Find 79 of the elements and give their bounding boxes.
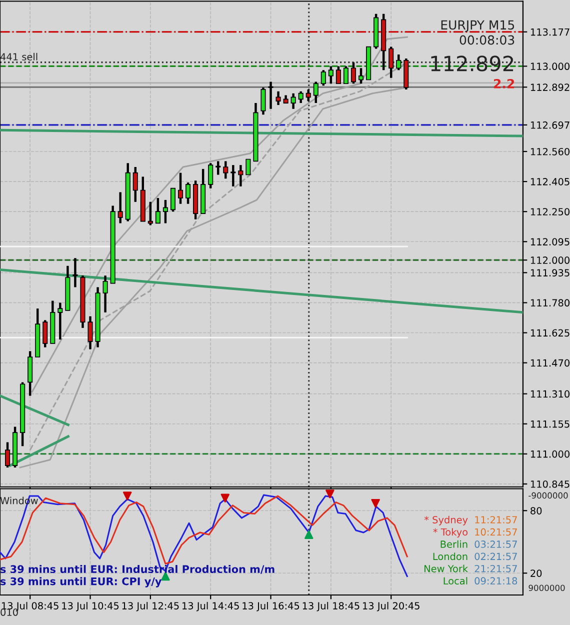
candlestick xyxy=(102,274,108,314)
x-tick-label: 13 Jul 12:45 xyxy=(122,602,179,612)
x-tick-label: 13 Jul 14:45 xyxy=(182,602,239,612)
candlestick xyxy=(216,160,221,176)
candlestick xyxy=(72,257,78,288)
annotation: 10:21:57 xyxy=(475,528,517,536)
annotation: EURJPY M15 xyxy=(441,20,514,32)
y-tick-label: 111.000 xyxy=(530,450,570,458)
candlestick xyxy=(118,191,123,224)
y-tick-label: 112.892 xyxy=(530,84,570,91)
candlestick xyxy=(223,160,228,180)
y-tick-label: 80 xyxy=(530,507,542,514)
candlestick xyxy=(186,181,191,205)
annotation: Berlin xyxy=(440,540,468,548)
candlestick xyxy=(238,164,244,188)
y-tick-label: 111.935 xyxy=(530,269,570,276)
candlestick xyxy=(358,67,364,85)
annotation: 00:08:03 xyxy=(460,35,514,45)
y-tick-label: 111.780 xyxy=(530,299,570,307)
candlestick xyxy=(396,53,402,72)
candlestick xyxy=(88,315,93,350)
annotation: * Sydney xyxy=(424,516,468,526)
ref-line-label: 441 sell xyxy=(0,52,38,60)
y-tick-label: 113.000 xyxy=(530,62,570,70)
y-tick-label: 111.470 xyxy=(530,359,570,367)
candlestick xyxy=(276,90,281,106)
candlestick xyxy=(4,441,10,469)
candlestick xyxy=(306,88,311,102)
candlestick xyxy=(343,65,348,85)
annotation: 03:21:57 xyxy=(474,540,517,548)
candlestick xyxy=(230,164,236,188)
candlestick xyxy=(132,166,138,204)
candlestick xyxy=(268,80,274,110)
x-tick-label: 13 Jul 16:45 xyxy=(242,602,300,612)
x-tick-label: 13 Jul 20:45 xyxy=(363,602,420,612)
candlestick xyxy=(290,92,296,110)
annotation: 11:21:57 xyxy=(475,516,517,524)
candlestick xyxy=(328,65,334,85)
annotation: London xyxy=(433,552,468,560)
candlestick xyxy=(350,61,356,85)
candlestick xyxy=(155,196,160,224)
y-tick-label: 112.000 xyxy=(530,256,570,264)
annotation: s 39 mins until EUR: CPI y/y xyxy=(0,577,162,588)
y-tick-label: 110.845 xyxy=(530,480,570,488)
candlestick xyxy=(298,90,304,104)
annotation: 21:21:57 xyxy=(474,564,517,572)
y-tick-label: 111.310 xyxy=(530,390,570,398)
candlestick xyxy=(313,80,318,104)
annotation: 2.2 xyxy=(494,78,514,88)
x-tick-label: 13 Jul 10:45 xyxy=(62,602,119,612)
candlestick xyxy=(170,187,176,213)
candlestick xyxy=(42,319,48,348)
candlestick xyxy=(320,68,326,87)
y-tick-label: 112.095 xyxy=(530,238,570,246)
candlestick xyxy=(58,302,63,341)
y-tick-label: 20 xyxy=(530,570,542,577)
candlestick xyxy=(148,200,153,226)
candlestick xyxy=(388,46,394,79)
y-tick-label: 112.697 xyxy=(530,121,570,129)
candlestick xyxy=(246,158,251,176)
y-tick-label: 111.155 xyxy=(530,420,570,428)
annotation: Local xyxy=(444,577,468,585)
candlestick xyxy=(208,162,214,190)
candlestick xyxy=(162,198,168,224)
y-tick-label: 112.560 xyxy=(530,148,570,156)
annotation: New York xyxy=(424,564,468,572)
y-tick-label: 111.625 xyxy=(530,329,570,337)
candlestick xyxy=(336,65,341,85)
text: 9000000 xyxy=(528,584,565,592)
annotation: * Tokyo xyxy=(433,528,468,538)
y-tick-label: 112.250 xyxy=(530,208,570,216)
annotation: 02:21:57 xyxy=(474,552,517,560)
y-tick-label: 112.405 xyxy=(530,178,570,186)
x-tick-label: 13 Jul 18:45 xyxy=(302,602,360,612)
annotation: 09:21:18 xyxy=(474,577,518,585)
candlestick xyxy=(178,172,184,205)
text: -9000000 xyxy=(528,492,568,499)
y-tick-label: 113.177 xyxy=(530,28,570,36)
candlestick xyxy=(260,86,266,116)
